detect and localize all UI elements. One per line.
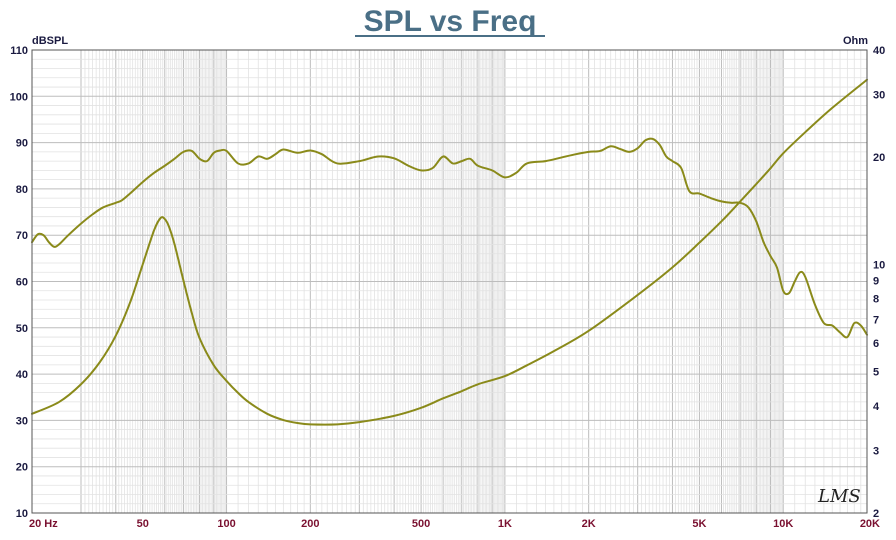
x-tick-label: 100 <box>217 518 235 530</box>
y-tick-label-right: 4 <box>873 401 880 413</box>
y-tick-label-left: 50 <box>16 323 28 335</box>
y-tick-label-left: 110 <box>10 45 28 57</box>
y-tick-label-right: 9 <box>873 276 879 288</box>
lms-annotation: LMS <box>817 486 861 507</box>
y-tick-label-left: 80 <box>16 184 28 196</box>
y-tick-label-right: 10 <box>873 259 885 271</box>
plot-frame <box>31 49 868 514</box>
y-tick-label-right: 20 <box>873 152 885 164</box>
spl-line <box>31 137 868 339</box>
chart-title: SPL vs Freq <box>364 5 537 38</box>
plot-grid <box>32 50 867 513</box>
y-tick-label-left: 100 <box>10 91 28 103</box>
y-tick-label-left: 20 <box>16 462 28 474</box>
x-tick-label: 1K <box>498 518 512 530</box>
y-tick-label-left: 40 <box>16 369 28 381</box>
impedance-line <box>31 78 868 426</box>
x-tick-label: 10K <box>773 518 793 530</box>
x-tick-label: 200 <box>301 518 319 530</box>
x-tick-label: 20 Hz <box>29 518 58 530</box>
y-tick-label-right: 3 <box>873 445 879 457</box>
x-tick-label: 20K <box>860 518 880 530</box>
series-group <box>31 78 868 426</box>
y-axis-label-right: Ohm <box>843 35 868 47</box>
y-tick-label-right: 40 <box>873 45 885 57</box>
tick-labels: 10 20 30 40 50 60 70 80 90 100 110 2 3 4 5 6 7 8 9 10 20 30 40… <box>10 45 886 530</box>
y-tick-label-right: 5 <box>873 366 879 378</box>
y-tick-label-right: 6 <box>873 338 879 350</box>
y-tick-label-left: 70 <box>16 230 28 242</box>
y-tick-label-right: 2 <box>873 508 879 520</box>
x-tick-label: 5K <box>692 518 706 530</box>
y-tick-label-right: 7 <box>873 314 879 326</box>
y-tick-label-left: 10 <box>16 508 28 520</box>
y-tick-label-left: 60 <box>16 277 28 289</box>
x-tick-label: 2K <box>582 518 596 530</box>
y-tick-label-left: 30 <box>16 415 28 427</box>
y-axis-label-left: dBSPL <box>32 35 68 47</box>
x-tick-label: 500 <box>412 518 430 530</box>
y-tick-label-left: 90 <box>16 138 28 150</box>
y-tick-label-right: 30 <box>873 89 885 101</box>
y-tick-label-right: 8 <box>873 294 879 306</box>
x-tick-label: 50 <box>137 518 149 530</box>
